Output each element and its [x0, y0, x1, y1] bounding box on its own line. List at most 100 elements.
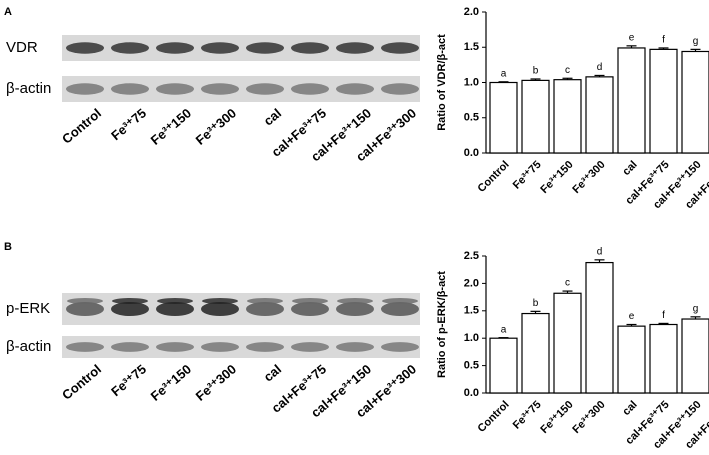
blot-band [381, 342, 419, 352]
row-label: β-actin [6, 338, 51, 355]
y-tick-label: 0.5 [464, 112, 479, 124]
y-tick-label: 2.5 [464, 250, 479, 262]
lane-label: Fe³⁺75 [108, 105, 149, 143]
row-label: VDR [6, 39, 38, 56]
x-tick-label: Fe³⁺300 [570, 159, 607, 196]
blot-band [337, 298, 373, 304]
panel-label: A [4, 6, 12, 18]
y-tick-label: 0.0 [464, 147, 479, 159]
blot-band [292, 298, 328, 304]
bar [521, 79, 550, 154]
blot-band [201, 42, 239, 54]
bar [553, 79, 582, 154]
blot-band [291, 301, 329, 317]
blot-band [112, 298, 148, 304]
annotation: a [501, 324, 507, 335]
annotation: f [662, 310, 665, 321]
panel-label: B [4, 241, 12, 253]
blot-band [336, 83, 374, 95]
x-tick-label: Control [476, 159, 512, 195]
blot-strip [62, 336, 420, 358]
annotation: d [597, 246, 603, 257]
x-tick-label: cal [620, 159, 639, 178]
lane-label: Fe³⁺300 [193, 105, 239, 147]
blot-band [66, 342, 104, 352]
x-tick-label: Fe³⁺300 [570, 399, 607, 436]
bar [617, 47, 646, 154]
x-tick-label: Fe³⁺150 [538, 159, 575, 196]
blot-band [66, 301, 104, 317]
lane-label: cal [261, 361, 284, 384]
lane-label: Control [59, 105, 104, 146]
blot-band [246, 42, 284, 54]
bar [649, 323, 678, 394]
lane-label: Fe³⁺150 [148, 105, 194, 147]
bar [489, 81, 518, 154]
bar [521, 312, 550, 394]
blot-band [111, 42, 149, 54]
annotation: g [693, 303, 699, 314]
y-tick-label: 2.0 [464, 6, 479, 18]
blot-band [157, 298, 193, 304]
annotation: e [629, 311, 635, 322]
blot-band [111, 301, 149, 317]
blot-band [156, 42, 194, 54]
annotation: c [565, 65, 570, 76]
bar [489, 337, 518, 394]
y-tick-label: 2.0 [464, 277, 479, 289]
y-tick-label: 1.0 [464, 76, 479, 88]
annotation: f [662, 35, 665, 46]
lane-label: Fe³⁺150 [148, 361, 194, 403]
bar [681, 318, 709, 394]
y-tick-label: 1.5 [464, 41, 479, 53]
blot-band [202, 298, 238, 304]
row-label: p-ERK [6, 300, 50, 317]
blot-band [246, 83, 284, 95]
annotation: a [501, 68, 507, 79]
annotation: c [565, 278, 570, 289]
bar [553, 292, 582, 394]
blot-band [201, 83, 239, 95]
annotation: b [533, 66, 539, 77]
blot-band [381, 42, 419, 54]
lane-label: Fe³⁺300 [193, 361, 239, 403]
blot-band [201, 301, 239, 317]
row-label: β-actin [6, 80, 51, 97]
blot-band [291, 342, 329, 352]
lane-label: cal [261, 105, 284, 128]
blot-band [247, 298, 283, 304]
blot-band [382, 298, 418, 304]
blot-band [291, 42, 329, 54]
blot-band [201, 342, 239, 352]
y-tick-label: 1.0 [464, 332, 479, 344]
y-tick-label: 1.5 [464, 305, 479, 317]
blot-band [381, 301, 419, 317]
annotation: g [693, 36, 699, 47]
blot-band [156, 301, 194, 317]
blot-band [246, 301, 284, 317]
blot-band [67, 298, 103, 304]
x-tick-label: cal [620, 399, 639, 418]
y-axis-label: Ratio of VDR/β-act [436, 34, 448, 131]
bar [681, 50, 709, 154]
bar [585, 76, 614, 154]
y-tick-label: 0.5 [464, 360, 479, 372]
blot-band [246, 342, 284, 352]
annotation: d [597, 62, 603, 73]
blot-band [66, 42, 104, 54]
blot-band [381, 83, 419, 95]
blot-band [111, 83, 149, 95]
blot-band [156, 83, 194, 95]
blot-band [66, 83, 104, 95]
lane-label: Control [59, 361, 104, 402]
y-tick-label: 0.0 [464, 387, 479, 399]
blot-band [156, 342, 194, 352]
bar [585, 261, 614, 394]
x-tick-label: Control [476, 399, 512, 435]
blot-band [336, 342, 374, 352]
annotation: e [629, 32, 635, 43]
y-axis-label: Ratio of p-ERK/β-act [436, 271, 448, 378]
bar [617, 325, 646, 394]
blot-band [291, 83, 329, 95]
